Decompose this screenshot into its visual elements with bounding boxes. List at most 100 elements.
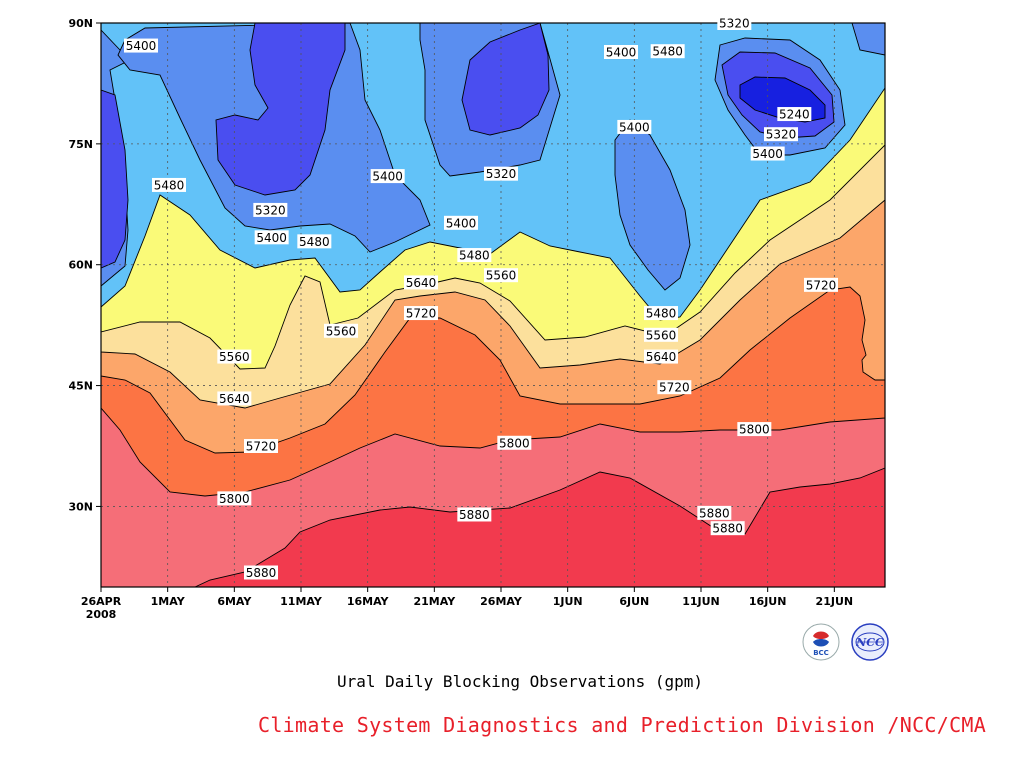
ncc-logo: NCC [851, 623, 889, 661]
x-tick-label: 21MAY [413, 595, 456, 608]
contour-label: 5560 [217, 349, 252, 364]
x-tick-label: 16JUN [749, 595, 787, 608]
contour-label-text: 5400 [752, 147, 783, 161]
x-tick-label: 16MAY [347, 595, 390, 608]
contour-label-text: 5480 [646, 307, 677, 321]
contour-label-bg [124, 38, 158, 53]
chart-subtitle: Ural Daily Blocking Observations (gpm) [336, 672, 704, 691]
contour-label: 5400 [617, 119, 652, 134]
contour-label-text: 5880 [699, 506, 730, 520]
x-tick-label: 1MAY [151, 595, 186, 608]
x-tick-label: 26MAY [480, 595, 523, 608]
contour-label: 5880 [244, 565, 278, 580]
contour-label-text: 5400 [446, 216, 477, 230]
x-tick-label: 1JUN [553, 595, 583, 608]
contour-label: 5480 [650, 44, 685, 59]
contour-label-bg [804, 277, 838, 292]
contour-label-text: 5400 [619, 120, 650, 134]
contour-label-text: 5640 [646, 350, 677, 364]
contour-label-text: 5560 [326, 324, 357, 338]
contour-label-text: 5640 [219, 392, 250, 406]
contour-label-text: 5720 [806, 278, 837, 292]
contour-label: 5880 [457, 507, 492, 522]
contour-label-text: 5720 [659, 381, 690, 395]
contour-label: 5720 [657, 380, 692, 395]
contour-label-text: 5880 [459, 508, 490, 522]
contour-label: 5560 [644, 327, 678, 342]
contour-label: 5880 [697, 505, 732, 520]
bcc-logo: BCC [802, 623, 840, 661]
contour-label-text: 5480 [652, 45, 683, 59]
contour-label-text: 5480 [459, 249, 490, 263]
contour-label-text: 5720 [246, 440, 277, 454]
contour-label-bg [152, 177, 186, 192]
contour-label-bg [644, 327, 678, 342]
contour-label-text: 5480 [154, 178, 185, 192]
y-tick-label: 75N [68, 138, 93, 151]
contour-label: 5720 [244, 439, 278, 454]
contour-label: 5480 [297, 234, 332, 249]
x-tick-label: 21JUN [816, 595, 854, 608]
x-tick-label: 11JUN [682, 595, 720, 608]
y-tick-label: 90N [68, 17, 93, 30]
contour-label: 5400 [750, 146, 785, 161]
contour-label-bg [737, 422, 772, 437]
contour-label-text: 5400 [606, 46, 637, 60]
plot-frame [100, 22, 886, 588]
contour-label: 5400 [444, 215, 478, 230]
contour-label-bg [404, 306, 438, 321]
contour-label-text: 5320 [719, 17, 750, 31]
contour-label-text: 5400 [256, 231, 287, 245]
contour-label-bg [244, 565, 278, 580]
contour-chart: 26APR 1MAY 6MAY 11MAY 16MAY 21MAY 26MAY 1JUN 6JU… [68, 16, 886, 621]
contour-label: 5320 [764, 127, 798, 142]
contour-label-bg [370, 169, 405, 184]
contour-label-text: 5560 [646, 328, 677, 342]
contour-label-bg [750, 146, 785, 161]
contour-label: 5240 [777, 107, 812, 122]
contour-label-bg [444, 215, 478, 230]
contour-label-bg [617, 119, 652, 134]
contour-label-text: 5720 [406, 307, 437, 321]
contour-label-bg [497, 435, 532, 450]
contour-label: 5400 [124, 38, 158, 53]
contour-label: 5800 [217, 491, 252, 506]
contour-label-bg [254, 230, 289, 245]
contour-label-bg [457, 248, 492, 263]
y-axis: 30N 45N 60N 75N 90N [68, 17, 101, 513]
contour-label: 5320 [253, 202, 288, 217]
x-axis: 26APR 1MAY 6MAY 11MAY 16MAY 21MAY 26MAY 1JUN 6JU… [81, 587, 853, 621]
contour-label-text: 5320 [766, 128, 797, 142]
contour-label-bg [764, 127, 798, 142]
contour-label-text: 5880 [712, 522, 743, 536]
contour-label-text: 5400 [126, 39, 157, 53]
contour-labels: 5400 5480 5320 5400 5480 5400 5400 5320 5480 5560… [124, 16, 838, 580]
contour-label: 5640 [404, 275, 438, 290]
contour-label-bg [604, 45, 638, 60]
contour-label-bg [710, 521, 745, 536]
contour-label: 5480 [152, 177, 186, 192]
contour-label-text: 5800 [219, 492, 250, 506]
contour-label-bg [457, 507, 492, 522]
contour-label-bg [484, 268, 518, 283]
contour-label-bg [777, 107, 812, 122]
contour-label-text: 5240 [779, 108, 810, 122]
x-tick-label: 11MAY [280, 595, 323, 608]
contour-label-text: 5320 [486, 167, 517, 181]
ncc-logo-text: NCC [855, 636, 884, 649]
contour-label-bg [657, 380, 692, 395]
x-tick-label: 26APR [81, 595, 122, 608]
x-tick-label: 6MAY [217, 595, 252, 608]
logos: BCC NCC [802, 623, 889, 661]
contour-label: 5480 [644, 306, 678, 321]
contour-label-text: 5560 [219, 350, 250, 364]
x-tick-label: 6JUN [619, 595, 649, 608]
contour-label: 5560 [484, 268, 518, 283]
contour-label: 5800 [497, 435, 532, 450]
contour-label: 5800 [737, 422, 772, 437]
contour-label-bg [217, 491, 252, 506]
contour-label: 5400 [370, 169, 405, 184]
contour-label-bg [644, 349, 678, 364]
contour-label-bg [484, 166, 518, 181]
contour-label-bg [217, 391, 252, 406]
